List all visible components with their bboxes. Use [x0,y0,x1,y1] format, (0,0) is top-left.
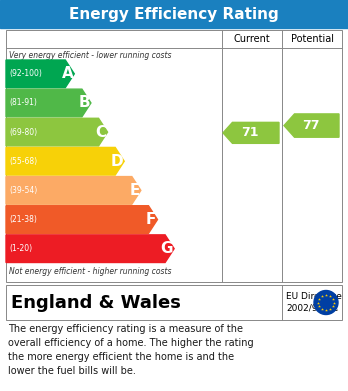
Text: Energy Efficiency Rating: Energy Efficiency Rating [69,7,279,22]
Text: Current: Current [234,34,270,44]
Polygon shape [6,147,124,175]
Circle shape [314,291,338,314]
Polygon shape [6,177,141,204]
Text: E: E [129,183,140,198]
Text: B: B [78,95,90,111]
Polygon shape [6,206,158,233]
Text: (1-20): (1-20) [9,244,32,253]
Text: (55-68): (55-68) [9,157,37,166]
Text: Potential: Potential [291,34,333,44]
Text: (21-38): (21-38) [9,215,37,224]
Bar [6,285,342,320]
Text: (81-91): (81-91) [9,99,37,108]
Text: C: C [95,125,106,140]
Text: The energy efficiency rating is a measure of the
overall efficiency of a home. T: The energy efficiency rating is a measur… [8,324,254,376]
Text: England & Wales: England & Wales [11,294,181,312]
Polygon shape [284,114,339,137]
Text: EU Directive
2002/91/EC: EU Directive 2002/91/EC [286,292,342,313]
Polygon shape [6,89,91,117]
Text: D: D [111,154,123,169]
Polygon shape [6,118,108,146]
Text: 77: 77 [302,119,319,132]
Text: G: G [161,241,173,256]
Text: Very energy efficient - lower running costs: Very energy efficient - lower running co… [9,50,172,59]
Text: Not energy efficient - higher running costs: Not energy efficient - higher running co… [9,267,172,276]
Text: (39-54): (39-54) [9,186,37,195]
Polygon shape [6,60,74,88]
Text: F: F [146,212,157,227]
Text: 71: 71 [241,126,259,139]
Polygon shape [223,122,279,143]
Text: (92-100): (92-100) [9,69,42,78]
Polygon shape [6,235,174,262]
Bar [0,0,348,28]
Text: A: A [62,66,73,81]
Text: (69-80): (69-80) [9,127,37,136]
Bar [6,30,342,282]
